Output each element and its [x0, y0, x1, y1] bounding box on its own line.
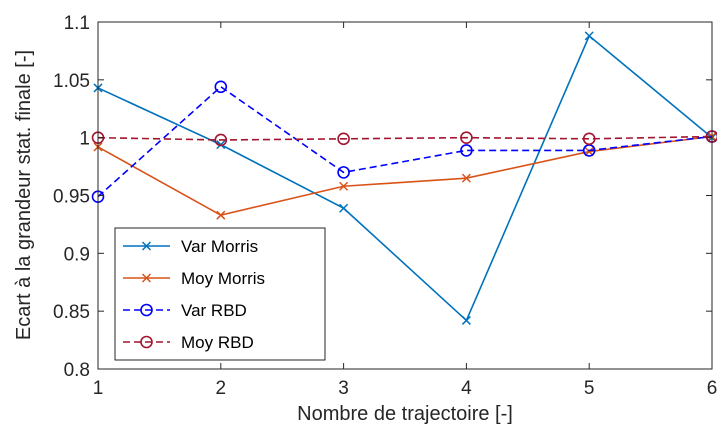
legend-item: Var Morris	[123, 237, 258, 256]
data-point	[216, 210, 226, 220]
data-point	[339, 181, 349, 191]
data-point	[584, 147, 594, 157]
x-tick-label: 3	[338, 378, 349, 399]
legend-label: Moy RBD	[181, 333, 254, 352]
data-point	[461, 315, 471, 325]
series-line	[97, 34, 713, 322]
data-point	[337, 132, 350, 146]
data-point	[461, 173, 471, 183]
x-tick-label: 1	[93, 378, 104, 399]
data-point	[214, 133, 228, 147]
ticks-layer: 1 2 3 4 5 6 0.8 0.85 0.9 0.95 1 1.05 1.1	[53, 13, 717, 399]
legend-label: Moy Morris	[181, 269, 265, 288]
y-tick-label: 1.1	[64, 13, 90, 34]
y-axis-label: Ecart à la grandeur stat. finale [-]	[13, 50, 35, 340]
x-tick-label: 6	[707, 378, 717, 399]
x-tick-label: 5	[584, 378, 595, 399]
data-point	[216, 140, 226, 150]
legend: Var Morris Moy Morris Var RBD Moy RBD	[114, 227, 326, 361]
legend-item: Moy Morris	[123, 269, 265, 288]
data-point	[337, 166, 350, 179]
legend-label: Var Morris	[181, 237, 258, 256]
legend-marker	[141, 273, 152, 283]
data-point	[214, 80, 228, 94]
y-tick-label: 0.85	[53, 302, 90, 323]
data-point	[460, 131, 473, 144]
series-line	[97, 135, 713, 217]
data-point	[584, 31, 594, 41]
y-tick-label: 0.95	[53, 187, 90, 208]
y-tick-label: 1	[79, 129, 90, 150]
x-axis-label: Nombre de trajectoire [-]	[297, 403, 513, 425]
legend-item: Var RBD	[123, 301, 247, 320]
series-line	[97, 135, 713, 141]
legend-marker	[141, 241, 152, 251]
data-point	[339, 203, 349, 213]
data-point	[582, 132, 596, 146]
legend-label: Var RBD	[181, 301, 247, 320]
series-line	[97, 85, 713, 198]
y-tick-label: 0.8	[64, 360, 90, 381]
series-var-morris	[93, 31, 717, 325]
data-point	[460, 144, 473, 157]
x-tick-label: 4	[461, 378, 472, 399]
legend-marker	[140, 303, 153, 317]
x-tick-label: 2	[216, 378, 227, 399]
legend-item: Moy RBD	[123, 333, 254, 352]
y-tick-label: 1.05	[53, 71, 90, 92]
y-tick-label: 0.9	[64, 244, 90, 265]
legend-marker	[140, 335, 153, 349]
